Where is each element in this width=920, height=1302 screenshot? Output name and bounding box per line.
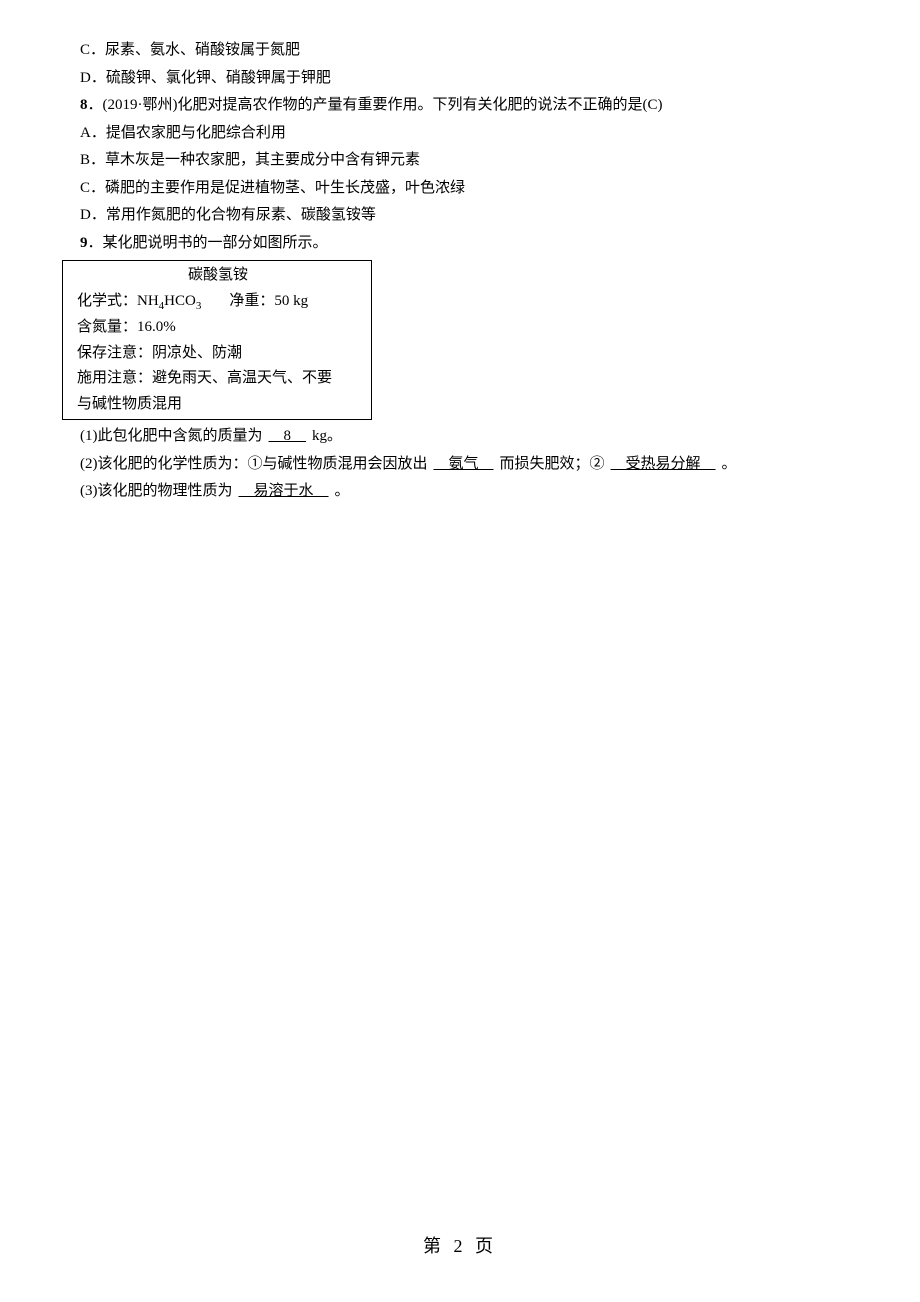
sub3-suffix: 。	[335, 483, 350, 499]
sub2-answer-2: 受热易分解	[605, 456, 722, 472]
formula-mid: HCO	[164, 293, 196, 309]
q8-text: ．(2019·鄂州)化肥对提高农作物的产量有重要作用。下列有关化肥的说法不正确的…	[88, 97, 663, 113]
option-c: C．尿素、氨水、硝酸铵属于氮肥	[80, 38, 840, 64]
box-title: 碳酸氢铵	[77, 263, 359, 289]
sub1-answer: 8	[263, 428, 313, 444]
document-content: C．尿素、氨水、硝酸铵属于氮肥 D．硫酸钾、氯化钾、硝酸钾属于钾肥 8．(201…	[80, 38, 840, 505]
q8-number: 8	[80, 97, 88, 113]
sub2-prefix: (2)该化肥的化学性质为：①与碱性物质混用会因放出	[80, 456, 428, 472]
page-footer: 第 2 页	[0, 1231, 920, 1262]
q9-sub3: (3)该化肥的物理性质为 易溶于水 。	[80, 479, 840, 505]
q8-option-b: B．草木灰是一种农家肥，其主要成分中含有钾元素	[80, 148, 840, 174]
sub2-suffix: 。	[722, 456, 737, 472]
box-nitrogen: 含氮量：16.0%	[77, 315, 359, 341]
q9-sub1: (1)此包化肥中含氮的质量为 8 kg。	[80, 424, 840, 450]
sub1-suffix: kg。	[312, 428, 342, 444]
q8-option-d: D．常用作氮肥的化合物有尿素、碳酸氢铵等	[80, 203, 840, 229]
sub2-mid: 而损失肥效；②	[500, 456, 605, 472]
fertilizer-info-box: 碳酸氢铵 化学式：NH4HCO3净重：50 kg 含氮量：16.0% 保存注意：…	[62, 260, 372, 420]
box-usage-1: 施用注意：避免雨天、高温天气、不要	[77, 366, 359, 392]
option-d: D．硫酸钾、氯化钾、硝酸钾属于钾肥	[80, 66, 840, 92]
q8-option-a: A．提倡农家肥与化肥综合利用	[80, 121, 840, 147]
q8-option-c: C．磷肥的主要作用是促进植物茎、叶生长茂盛，叶色浓绿	[80, 176, 840, 202]
q9-sub2: (2)该化肥的化学性质为：①与碱性物质混用会因放出 氨气 而损失肥效；② 受热易…	[80, 452, 840, 478]
formula-sub2: 3	[196, 300, 202, 312]
sub2-answer-1: 氨气	[428, 456, 500, 472]
sub3-prefix: (3)该化肥的物理性质为	[80, 483, 233, 499]
weight-label: 净重：50 kg	[229, 293, 308, 309]
sub1-prefix: (1)此包化肥中含氮的质量为	[80, 428, 263, 444]
q9-stem: 9．某化肥说明书的一部分如图所示。	[80, 231, 840, 257]
sub3-answer: 易溶于水	[233, 483, 335, 499]
q9-number: 9	[80, 235, 88, 251]
q8-stem: 8．(2019·鄂州)化肥对提高农作物的产量有重要作用。下列有关化肥的说法不正确…	[80, 93, 840, 119]
box-storage: 保存注意：阴凉处、防潮	[77, 341, 359, 367]
box-formula-line: 化学式：NH4HCO3净重：50 kg	[77, 289, 359, 316]
formula-label: 化学式：NH	[77, 293, 159, 309]
box-usage-2: 与碱性物质混用	[77, 392, 359, 418]
q9-text: ．某化肥说明书的一部分如图所示。	[88, 235, 328, 251]
